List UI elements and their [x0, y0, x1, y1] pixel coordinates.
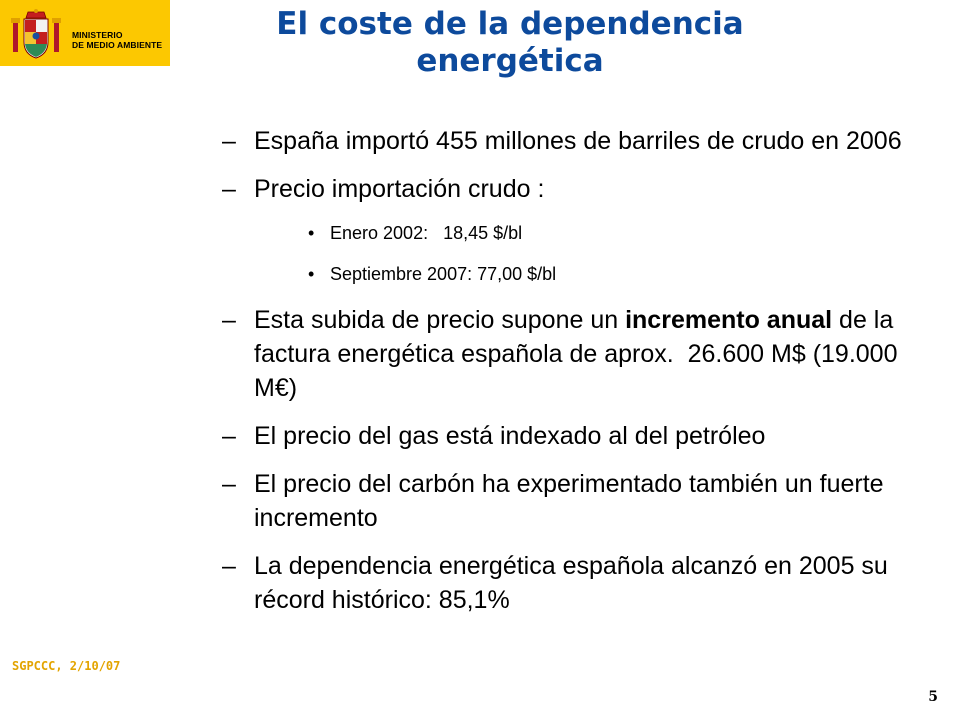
- title-line-2: energética: [416, 43, 604, 79]
- bullet-item-price: – Precio importación crudo :: [222, 172, 922, 206]
- sub-bullet-sep-2007: • Septiembre 2007: 77,00 $/bl: [308, 263, 922, 285]
- bullet-dash: –: [222, 127, 236, 155]
- sub-bullet-jan-2002: • Enero 2002: 18,45 $/bl: [308, 222, 922, 244]
- bullet-dash: –: [222, 422, 236, 450]
- page-title: El coste de la dependencia energética: [190, 6, 830, 80]
- bullet-dash: –: [222, 552, 236, 580]
- bullet-text: El precio del carbón ha experimentado ta…: [254, 470, 884, 532]
- bullet-item-coal: – El precio del carbón ha experimentado …: [222, 467, 922, 535]
- bullet-text: Precio importación crudo :: [254, 175, 545, 203]
- bullet-list: – España importó 455 millones de barrile…: [222, 124, 922, 631]
- bullet-dash: –: [222, 470, 236, 498]
- footer-text: SGPCCC, 2/10/07: [12, 659, 121, 673]
- bullet-text: El precio del gas está indexado al del p…: [254, 422, 766, 450]
- bullet-item-increase: – Esta subida de precio supone un increm…: [222, 303, 922, 405]
- bullet-item-gas: – El precio del gas está indexado al del…: [222, 419, 922, 453]
- bullet-text-pre: Esta subida de precio supone un: [254, 306, 626, 334]
- sub-bullet-dot: •: [308, 264, 315, 284]
- sub-bullet-text: Enero 2002: 18,45 $/bl: [330, 223, 523, 243]
- bullet-text: Esta subida de precio supone un incremen…: [254, 303, 922, 405]
- ministry-logo: MINISTERIO DE MEDIO AMBIENTE: [0, 0, 170, 66]
- ministry-name: MINISTERIO DE MEDIO AMBIENTE: [72, 30, 162, 50]
- bullet-dash: –: [222, 175, 236, 203]
- title-line-1: El coste de la dependencia: [276, 6, 744, 42]
- page-number: 5: [928, 689, 938, 705]
- bullet-item-dependence: – La dependencia energética española alc…: [222, 549, 922, 617]
- sub-bullet-dot: •: [308, 223, 315, 243]
- ministry-line-1: MINISTERIO: [72, 30, 123, 40]
- bullet-text: España importó 455 millones de barriles …: [254, 127, 902, 155]
- sub-bullet-text: Septiembre 2007: 77,00 $/bl: [330, 264, 557, 284]
- bullet-text-post: de la factura energética española de apr…: [254, 306, 905, 402]
- coat-of-arms-icon: [11, 9, 61, 59]
- bullet-dash: –: [222, 306, 236, 334]
- bullet-item-imports: – España importó 455 millones de barrile…: [222, 124, 922, 158]
- ministry-line-2: DE MEDIO AMBIENTE: [72, 40, 163, 50]
- bullet-text-bold: incremento anual: [625, 306, 833, 334]
- bullet-text: La dependencia energética española alcan…: [254, 552, 888, 614]
